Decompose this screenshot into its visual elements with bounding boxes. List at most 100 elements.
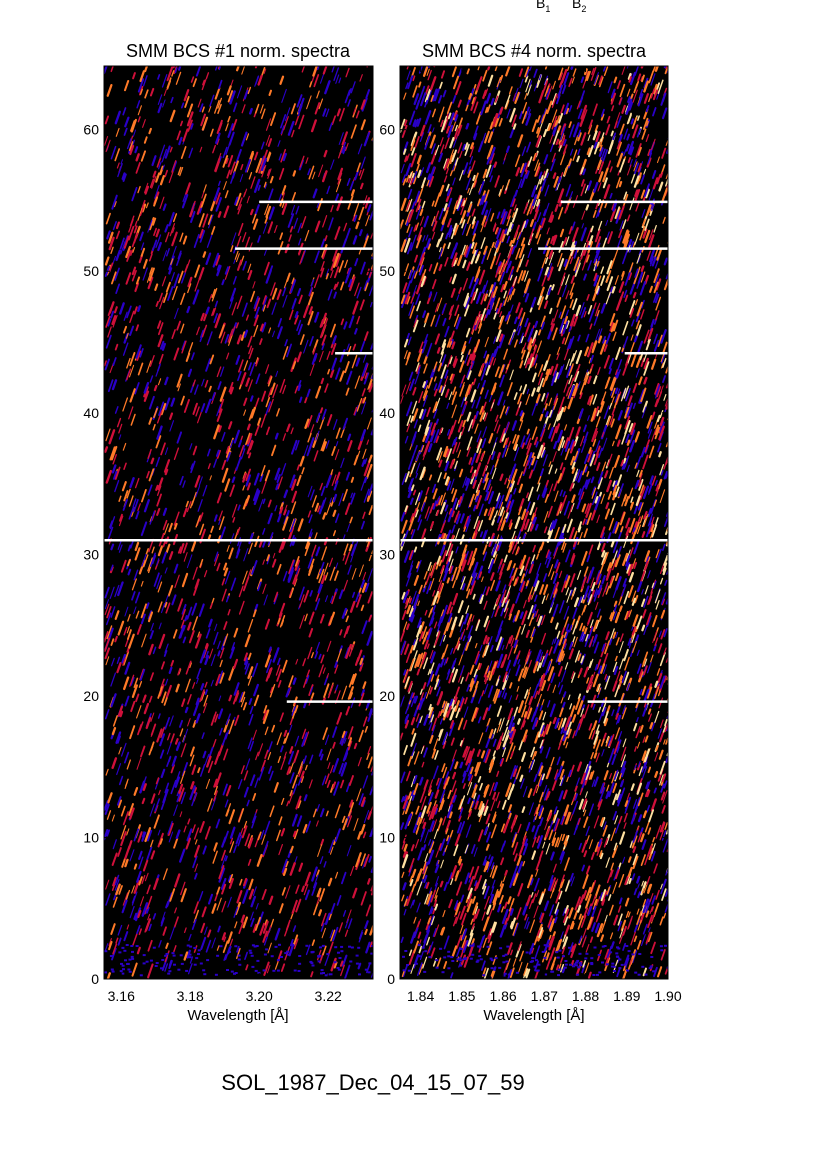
heatmap-cell — [494, 227, 498, 235]
heatmap-cell — [146, 846, 153, 861]
heatmap-cell — [662, 790, 668, 804]
heatmap-cell — [435, 435, 440, 444]
heatmap-cell — [620, 387, 627, 402]
heatmap-cell — [172, 629, 178, 639]
heatmap-cell — [148, 643, 154, 656]
heatmap-cell — [294, 311, 299, 319]
heatmap-cell — [444, 325, 450, 338]
heatmap-cell — [639, 486, 646, 500]
heatmap-cell — [483, 675, 488, 683]
heatmap-cell — [508, 519, 513, 528]
heatmap-cell — [275, 370, 279, 378]
heatmap-cell — [575, 304, 582, 317]
heatmap-cell — [339, 370, 345, 382]
heatmap-cell — [244, 236, 251, 250]
heatmap-cell — [603, 344, 608, 352]
heatmap-cell — [352, 887, 358, 899]
heatmap-cell — [660, 329, 667, 344]
heatmap-cell — [553, 309, 559, 323]
heatmap-cell — [642, 400, 648, 413]
heatmap-cell — [155, 228, 160, 238]
heatmap-cell — [605, 585, 610, 595]
heatmap-cell — [583, 453, 590, 465]
heatmap-cell — [181, 572, 189, 588]
heatmap-cell — [219, 366, 225, 377]
heatmap-cell — [429, 714, 435, 723]
heatmap-cell — [643, 510, 648, 520]
heatmap-cell — [648, 93, 652, 103]
heatmap-cell — [217, 425, 222, 433]
heatmap-cell — [443, 702, 450, 717]
heatmap-cell — [178, 848, 186, 863]
heatmap-cell — [433, 376, 437, 382]
heatmap-cell — [176, 320, 182, 331]
heatmap-cell — [162, 250, 167, 262]
heatmap-cell — [565, 623, 570, 632]
heatmap-cell — [131, 885, 135, 894]
heatmap-cell — [406, 242, 413, 255]
heatmap-cell — [149, 510, 156, 525]
heatmap-cell — [208, 294, 213, 303]
heatmap-cell — [111, 726, 117, 736]
heatmap-cell — [664, 552, 668, 564]
heatmap-cell — [291, 490, 298, 503]
heatmap-cell — [445, 657, 449, 664]
heatmap-cell — [470, 241, 475, 249]
heatmap-cell — [339, 629, 343, 636]
heatmap-cell — [620, 746, 627, 761]
heatmap-cell — [209, 354, 215, 365]
heatmap-cell — [286, 953, 290, 956]
heatmap-cell — [488, 432, 494, 444]
heatmap-cell — [571, 714, 577, 723]
heatmap-cell — [192, 720, 197, 728]
heatmap-cell — [344, 274, 350, 284]
heatmap-cell — [462, 277, 469, 291]
heatmap-cell — [558, 790, 564, 802]
heatmap-cell — [440, 354, 447, 367]
heatmap-cell — [336, 712, 343, 725]
heatmap-cell — [208, 746, 214, 758]
heatmap-cell — [310, 971, 314, 978]
heatmap-cell — [190, 463, 194, 470]
heatmap-cell — [538, 296, 544, 311]
heatmap-cell — [657, 79, 664, 95]
heatmap-cell — [284, 107, 291, 122]
heatmap-cell — [164, 397, 171, 411]
heatmap-cell — [205, 650, 209, 659]
heatmap-cell — [182, 728, 189, 743]
heatmap-cell — [514, 516, 521, 530]
heatmap-cell — [106, 829, 110, 837]
heatmap-cell — [254, 103, 260, 114]
heatmap-cell — [191, 792, 198, 807]
heatmap-cell — [493, 689, 501, 704]
heatmap-cell — [418, 621, 425, 634]
heatmap-cell — [472, 504, 477, 512]
heatmap-cell — [595, 328, 601, 341]
heatmap-cell — [305, 944, 311, 956]
heatmap-cell — [593, 274, 599, 287]
heatmap-cell — [550, 756, 555, 767]
heatmap-cell — [355, 110, 360, 119]
heatmap-cell — [266, 169, 271, 176]
heatmap-cell — [117, 847, 122, 857]
heatmap-cell — [659, 821, 665, 833]
heatmap-cell — [197, 953, 200, 955]
heatmap-cell — [147, 963, 154, 979]
heatmap-cell — [458, 798, 464, 810]
heatmap-cell — [346, 815, 353, 828]
heatmap-cell — [360, 520, 365, 530]
heatmap-cell — [237, 958, 241, 961]
heatmap-cell — [122, 397, 129, 412]
heatmap-cell — [205, 306, 210, 315]
heatmap-cell — [161, 959, 165, 961]
heatmap-cell — [291, 706, 296, 716]
heatmap-cell — [640, 570, 646, 583]
heatmap-cell — [132, 498, 137, 508]
heatmap-cell — [641, 589, 644, 595]
heatmap-cell — [572, 298, 578, 311]
heatmap-cell — [556, 833, 563, 848]
heatmap-cell — [233, 627, 239, 638]
heatmap-cell — [368, 382, 373, 393]
heatmap-cell — [413, 574, 420, 586]
heatmap-cell — [345, 643, 353, 659]
